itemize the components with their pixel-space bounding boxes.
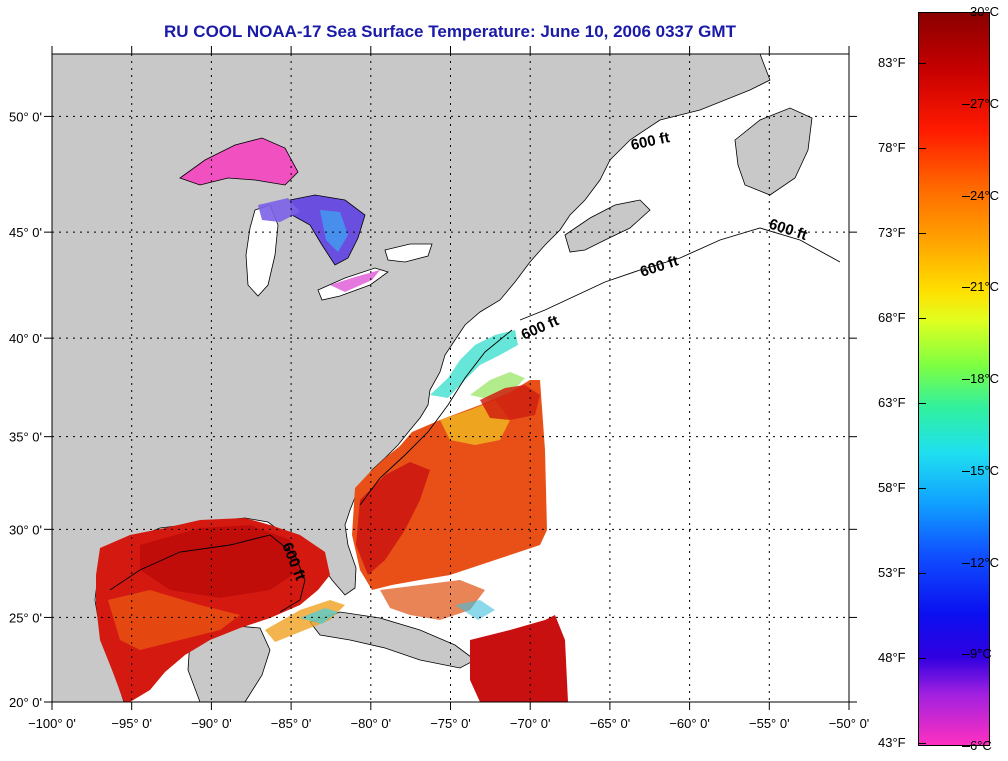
- temperature-colorbar: [918, 12, 990, 746]
- axis-ticks: −100° 0' −95° 0' −90° 0' −85° 0' −80° 0' −75°…: [9, 46, 869, 731]
- land-cuba: [309, 611, 476, 669]
- sst-shelf-green: [470, 372, 525, 400]
- lake-ontario: [384, 243, 433, 263]
- lat-tick-label: 40° 0': [9, 331, 42, 346]
- lon-tick-label: −80° 0': [351, 716, 392, 731]
- isobath-600ft-atlantic: [359, 329, 513, 506]
- colorbar-fahrenheit-label: 48°F: [878, 649, 906, 665]
- lat-tick-label: 20° 0': [9, 695, 42, 710]
- isobath-600ft-gulf: [109, 534, 306, 613]
- lake-huron-cyan: [320, 210, 348, 252]
- colorbar-celsius-label: 24°C: [970, 187, 1000, 203]
- colorbar-tick: [918, 402, 926, 404]
- sst-atlantic-red-core: [356, 462, 430, 575]
- colorbar-tick: [918, 317, 926, 319]
- colorbar-celsius-label: 6°C: [970, 738, 992, 753]
- lon-tick-label: −50° 0': [829, 716, 870, 731]
- colorbar-celsius-label: 9°C: [970, 646, 992, 662]
- colorbar-tick: [918, 487, 926, 489]
- colorbar-fahrenheit-label: 58°F: [878, 479, 906, 495]
- colorbar-fahrenheit-label: 83°F: [878, 54, 906, 70]
- colorbar-tick: [918, 62, 926, 64]
- lat-tick-label: 35° 0': [9, 430, 42, 445]
- sst-bahamas-cyan: [455, 600, 495, 620]
- lon-tick-label: −90° 0': [191, 716, 232, 731]
- lat-tick-label: 25° 0': [9, 610, 42, 625]
- lake-erie-sst: [330, 270, 380, 292]
- colorbar-tick: [962, 195, 970, 197]
- lon-tick-label: −85° 0': [271, 716, 312, 731]
- colorbar-fahrenheit-label: 53°F: [878, 564, 906, 580]
- colorbar-fahrenheit-label: 78°F: [878, 139, 906, 155]
- colorbar-celsius-label: 27°C: [970, 95, 1000, 111]
- sst-gulf-hot: [140, 525, 300, 598]
- lon-tick-label: −55° 0': [749, 716, 790, 731]
- graticule: [52, 54, 849, 702]
- lon-tick-label: −65° 0': [590, 716, 631, 731]
- lon-tick-label: −70° 0': [510, 716, 551, 731]
- colorbar-tick: [962, 287, 970, 289]
- colorbar-tick: [918, 657, 926, 659]
- lat-tick-label: 45° 0': [9, 225, 42, 240]
- lon-tick-label: −60° 0': [669, 716, 710, 731]
- colorbar-tick: [918, 147, 926, 149]
- lon-tick-label: −75° 0': [430, 716, 471, 731]
- colorbar-celsius-label: 15°C: [970, 462, 1000, 478]
- colorbar-tick: [918, 232, 926, 234]
- land-newfoundland: [734, 107, 813, 196]
- sst-mid-atlantic-shelf-cyan: [430, 330, 518, 398]
- colorbar-tick: [962, 103, 970, 105]
- map-title: RU COOL NOAA-17 Sea Surface Temperature:…: [164, 22, 736, 41]
- colorbar-fahrenheit-label: 73°F: [878, 224, 906, 240]
- sst-caribbean: [470, 615, 568, 702]
- colorbar-tick: [918, 572, 926, 574]
- colorbar-fahrenheit-label: 63°F: [878, 394, 906, 410]
- colorbar-tick: [918, 742, 926, 744]
- sst-gulf-orange-streaks: [108, 590, 240, 650]
- isobath-600ft-northeast: [519, 227, 841, 321]
- colorbar-tick: [962, 470, 970, 472]
- colorbar-fahrenheit-label: 43°F: [878, 734, 906, 750]
- colorbar-celsius-label: 30°C: [970, 4, 1000, 19]
- lake-michigan-sst: [258, 198, 300, 222]
- colorbar-celsius-label: 18°C: [970, 371, 1000, 386]
- sst-north-red-eddy: [480, 385, 540, 420]
- sst-bahamas-scatter: [380, 580, 485, 620]
- colorbar-celsius-label: 21°C: [970, 279, 1000, 295]
- lat-tick-label: 50° 0': [9, 109, 42, 124]
- colorbar-tick: [962, 379, 970, 380]
- lat-tick-label: 30° 0': [9, 522, 42, 537]
- sst-florida-cyan: [300, 608, 338, 624]
- colorbar-fahrenheit-label: 68°F: [878, 309, 906, 325]
- colorbar-tick: [962, 12, 970, 13]
- lon-tick-label: −95° 0': [111, 716, 152, 731]
- colorbar-tick: [962, 562, 970, 564]
- colorbar-tick: [962, 654, 970, 656]
- colorbar-celsius-label: 12°C: [970, 554, 1000, 570]
- lake-superior-sst: [179, 137, 299, 186]
- colorbar-tick: [962, 746, 970, 747]
- land-nova-scotia: [564, 199, 651, 253]
- lon-tick-label: −100° 0': [28, 716, 76, 731]
